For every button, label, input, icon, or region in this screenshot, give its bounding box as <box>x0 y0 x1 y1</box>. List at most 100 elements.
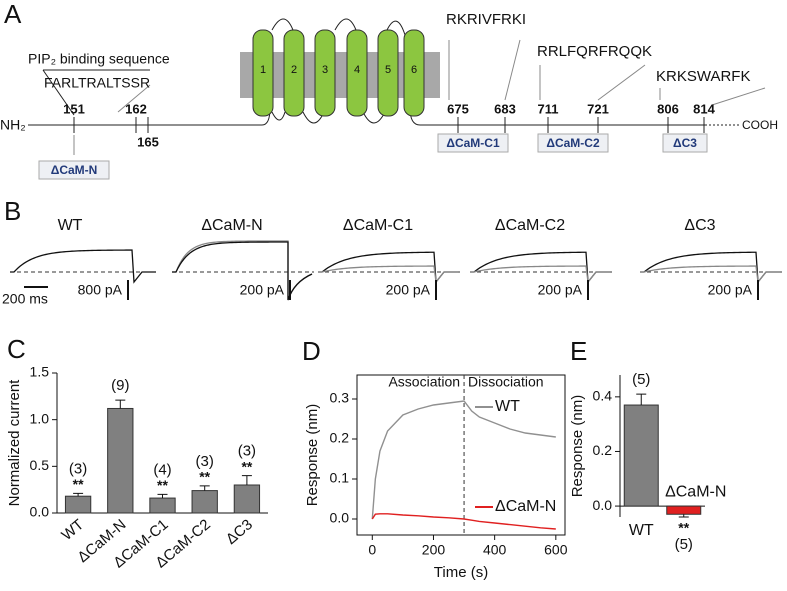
position-label: 165 <box>137 134 159 149</box>
deletion-label: ΔC3 <box>673 136 697 150</box>
position-label: 683 <box>494 101 516 116</box>
bar <box>107 407 134 514</box>
annotation: Association <box>388 374 460 390</box>
construct-label: ΔCaM-C2 <box>495 217 565 234</box>
current-trace <box>172 241 313 301</box>
helix-label: 3 <box>322 64 328 76</box>
construct-label: ΔCaM-N <box>201 217 262 234</box>
helix <box>252 29 274 117</box>
y-axis-label: Normalized current <box>6 379 23 507</box>
panel-label: A <box>4 0 22 29</box>
deletion-box <box>537 133 609 153</box>
x-tick-label: ΔCaM-N <box>665 483 726 500</box>
deletion-box <box>662 133 708 153</box>
helix-label: 2 <box>291 64 297 76</box>
position-label: 162 <box>125 101 147 116</box>
significance: ** <box>241 458 252 474</box>
legend-label: WT <box>495 398 520 415</box>
y-tick-label: 0.0 <box>593 497 613 513</box>
y-tick-label: 0.4 <box>593 388 613 404</box>
y-axis-label: Response (nm) <box>304 404 321 507</box>
deletion-box <box>437 133 509 153</box>
helix-label: 5 <box>385 64 391 76</box>
position-label: 721 <box>587 101 609 116</box>
current-trace <box>640 265 780 284</box>
n-label: (9) <box>111 377 129 394</box>
error-bar <box>241 475 252 485</box>
position-label: 814 <box>693 101 715 116</box>
current-scale: 200 pA <box>386 282 431 298</box>
y-tick-label: 0.3 <box>330 390 350 406</box>
bar <box>149 497 176 514</box>
x-tick-label: 400 <box>483 542 507 558</box>
significance: ** <box>199 469 210 485</box>
construct-label: ΔC3 <box>684 217 715 234</box>
n-label: (3) <box>69 460 87 477</box>
pip-sequence: FARLTRALTSSR <box>44 75 150 91</box>
sequence-label: KRKSWARFK <box>656 68 750 85</box>
position-label: 711 <box>538 101 559 116</box>
y-tick-label: 0.5 <box>30 457 50 473</box>
current-trace <box>172 240 313 301</box>
y-tick-label: 0.2 <box>593 442 613 458</box>
error-bar <box>115 399 126 409</box>
deletion-box <box>38 160 110 180</box>
panel-label: B <box>4 196 21 226</box>
y-tick-label: 0.2 <box>330 430 350 446</box>
significance: ** <box>73 476 84 492</box>
error-bar <box>199 485 210 491</box>
helix <box>314 29 336 117</box>
error-bar <box>73 492 84 497</box>
panel-label: C <box>7 334 26 364</box>
x-axis-label: Time (s) <box>434 564 488 581</box>
n-label: (5) <box>632 371 650 388</box>
current-scale: 800 pA <box>78 282 123 298</box>
time-scale: 200 ms <box>2 291 48 307</box>
position-label: 151 <box>63 101 85 116</box>
bar <box>233 484 261 514</box>
plot-frame <box>356 374 566 536</box>
helix <box>283 29 305 117</box>
annotation: Dissociation <box>468 374 543 390</box>
n-label: (4) <box>153 461 171 478</box>
construct-label: WT <box>58 217 83 234</box>
helix <box>377 29 399 117</box>
x-tick-label: WT <box>629 522 654 539</box>
panel-label: E <box>570 336 587 366</box>
charts: 0.00.51.01.5WT**(3)ΔCaM-N(9)ΔCaM-C1**(4)… <box>6 334 726 581</box>
x-tick-label: 600 <box>544 542 568 558</box>
current-trace <box>640 251 780 284</box>
error-bar <box>157 493 168 499</box>
bar <box>666 505 702 515</box>
position-label: 675 <box>447 101 469 116</box>
current-trace <box>318 251 458 284</box>
y-tick-label: 0.1 <box>330 470 350 486</box>
error-bar <box>678 514 689 518</box>
current-trace <box>470 265 610 284</box>
current-scale: 200 pA <box>708 282 753 298</box>
bar <box>623 404 659 507</box>
x-tick-label: WT <box>58 516 87 544</box>
helix-label: 4 <box>354 64 360 76</box>
y-axis-label: Response (nm) <box>569 395 586 498</box>
legend-label: ΔCaM-N <box>495 498 556 515</box>
panel-b: B WT 800 pA ΔCaM-N 200 pA ΔCaM-C1 200 pA ΔCaM-C… <box>2 196 782 307</box>
construct-label: ΔCaM-C1 <box>343 217 413 234</box>
current-scale: 200 pA <box>538 282 583 298</box>
position-label: 806 <box>657 101 679 116</box>
n-terminus: NH₂ <box>0 117 26 133</box>
bar <box>191 490 218 514</box>
x-tick-label: ΔC3 <box>223 516 256 548</box>
current-trace <box>10 249 156 284</box>
deletion-label: ΔCaM-C1 <box>446 136 500 150</box>
n-label: (3) <box>196 453 214 470</box>
error-bar <box>636 393 647 406</box>
bar <box>64 495 92 514</box>
y-tick-label: 1.0 <box>30 410 50 426</box>
y-tick-label: 1.5 <box>30 364 50 380</box>
x-tick-label: 0 <box>368 542 376 558</box>
y-tick-label: 0.0 <box>330 510 350 526</box>
data-line <box>371 400 556 520</box>
significance: ** <box>678 520 689 536</box>
